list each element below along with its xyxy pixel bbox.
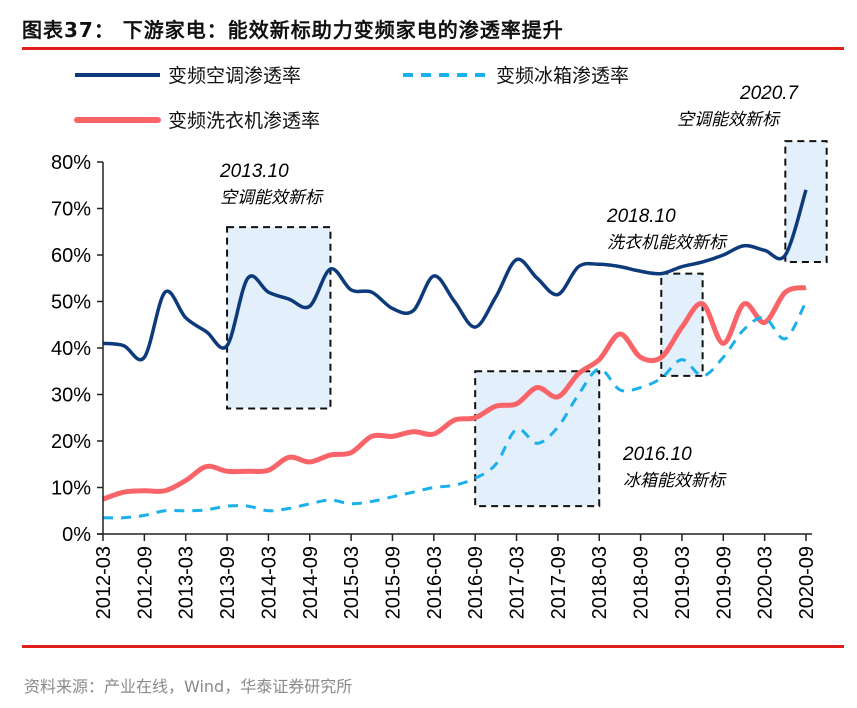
x-tick-label: 2014-09: [300, 546, 322, 619]
y-tick-label: 30%: [51, 385, 91, 407]
x-tick-label: 2012-09: [134, 546, 156, 619]
x-tick-label: 2017-03: [507, 546, 529, 619]
y-tick-label: 10%: [51, 478, 91, 500]
y-tick-label: 0%: [62, 524, 91, 546]
y-tick-label: 50%: [51, 292, 91, 314]
legend: 变频空调渗透率 变频冰箱渗透率 变频洗衣机渗透率: [74, 65, 629, 132]
x-tick-label: 2019-03: [672, 546, 694, 619]
x-tick-label: 2015-03: [341, 546, 363, 619]
series-line-washer: [102, 285, 807, 502]
annotation-text-1: 空调能效新标: [220, 188, 324, 208]
legend-label-washer: 变频洗衣机渗透率: [168, 110, 320, 132]
annotation-date-4: 2020.7: [739, 83, 800, 104]
x-tick-label: 2016-09: [465, 546, 487, 619]
x-tick-label: 2016-03: [424, 546, 446, 619]
annotation-text-2: 冰箱能效新标: [623, 471, 727, 491]
figure-title: 图表37： 下游家电：能效新标助力变频家电的渗透率提升: [22, 18, 564, 42]
x-tick-label: 2013-03: [176, 546, 198, 619]
legend-label-ac: 变频空调渗透率: [168, 65, 301, 87]
y-tick-label: 20%: [51, 431, 91, 453]
x-tick-label: 2015-09: [382, 546, 404, 619]
x-tick-label: 2019-09: [713, 546, 735, 619]
x-tick-label: 2012-03: [93, 546, 115, 619]
y-tick-label: 60%: [51, 245, 91, 267]
y-tick-label: 70%: [51, 199, 91, 221]
x-tick-label: 2018-03: [589, 546, 611, 619]
annotation-text-3: 洗衣机能效新标: [607, 233, 728, 253]
annotation-date-2: 2016.10: [622, 444, 692, 465]
annotation-box-1: [226, 226, 332, 410]
annotation-text-4: 空调能效新标: [677, 110, 781, 130]
bottom-divider: [22, 645, 844, 648]
legend-label-fridge: 变频冰箱渗透率: [496, 65, 629, 87]
x-tick-label: 2020-09: [796, 546, 818, 619]
annotation-box-2: [474, 370, 601, 508]
source-note: 资料来源：产业在线，Wind，华泰证券研究所: [24, 677, 353, 696]
top-divider: [22, 47, 844, 50]
y-tick-label: 40%: [51, 338, 91, 360]
annotation-date-1: 2013.10: [219, 161, 289, 182]
x-tick-label: 2014-03: [258, 546, 280, 619]
y-tick-label: 80%: [51, 152, 91, 174]
series-line-ac: [102, 189, 808, 362]
annotation-date-3: 2018.10: [606, 206, 676, 227]
x-tick-label: 2017-09: [548, 546, 570, 619]
x-tick-label: 2013-09: [217, 546, 239, 619]
x-tick-label: 2018-09: [631, 546, 653, 619]
x-tick-label: 2020-03: [755, 546, 777, 619]
